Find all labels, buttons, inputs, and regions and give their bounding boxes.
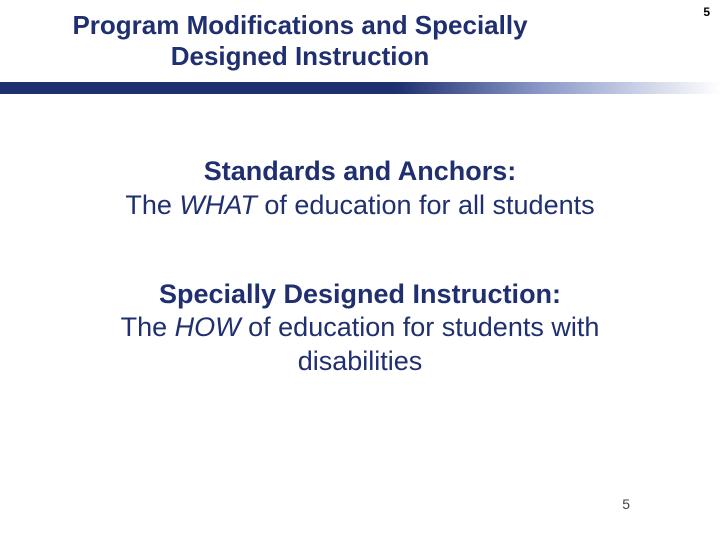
section-sdi: Specially Designed Instruction: The HOW … (60, 278, 660, 379)
slide-content: Standards and Anchors: The WHAT of educa… (60, 155, 660, 434)
page-number-top: 5 (703, 5, 710, 19)
text-prefix: The (121, 312, 175, 342)
text-emphasis: HOW (175, 312, 241, 342)
text-emphasis: WHAT (179, 190, 256, 220)
section-heading: Specially Designed Instruction: (60, 278, 660, 312)
section-heading: Standards and Anchors: (60, 155, 660, 189)
text-suffix: of education for all students (257, 190, 595, 220)
title-divider-bar (0, 82, 720, 94)
section-body: The HOW of education for students with d… (60, 311, 660, 379)
section-body: The WHAT of education for all students (60, 189, 660, 223)
slide-title: Program Modifications and Specially Desi… (30, 10, 570, 72)
text-prefix: The (125, 190, 179, 220)
slide: 5 Program Modifications and Specially De… (0, 0, 720, 540)
page-number-bottom: 5 (622, 496, 630, 512)
section-standards: Standards and Anchors: The WHAT of educa… (60, 155, 660, 223)
text-suffix: of education for students with disabilit… (241, 312, 600, 376)
